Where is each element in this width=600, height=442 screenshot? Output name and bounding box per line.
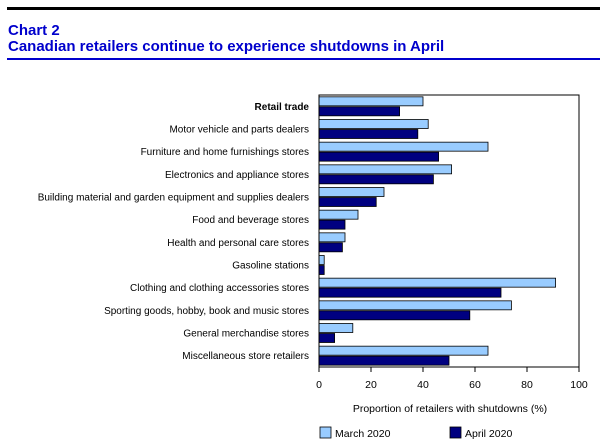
chart-number: Chart 2 — [8, 22, 60, 39]
bar-april-2020 — [318, 265, 325, 275]
category-label: Electronics and appliance stores — [165, 170, 309, 181]
title-rule — [7, 58, 600, 60]
category-label: Building material and garden equipment a… — [38, 193, 309, 204]
category-label: Miscellaneous store retailers — [182, 351, 309, 362]
x-axis-title: Proportion of retailers with shutdowns (… — [353, 403, 547, 415]
legend-label-april-2020: April 2020 — [465, 428, 512, 440]
category-label: Retail trade — [255, 102, 310, 113]
x-tick-label: 60 — [469, 379, 481, 391]
bar-march-2020 — [318, 164, 453, 175]
bar-april-2020 — [318, 355, 450, 366]
bar-april-2020 — [318, 197, 377, 207]
top-rule — [7, 7, 600, 10]
bar-march-2020 — [318, 187, 385, 197]
bar-april-2020 — [318, 287, 502, 298]
bar-april-2020 — [318, 219, 346, 230]
bar-april-2020 — [318, 242, 343, 253]
bar-march-2020 — [318, 96, 424, 107]
x-axis-ticks: 0 20 40 60 80 100 — [316, 367, 588, 391]
bar-march-2020 — [318, 255, 325, 265]
category-label: General merchandise stores — [183, 329, 309, 340]
x-tick-label: 100 — [570, 379, 588, 391]
legend-swatch-march-2020 — [319, 426, 332, 439]
legend-swatch-april-2020 — [449, 426, 462, 439]
x-tick-label: 0 — [316, 379, 322, 391]
bar-march-2020 — [318, 277, 557, 288]
bar-march-2020 — [318, 209, 359, 220]
bar-march-2020 — [318, 232, 346, 243]
category-labels: Retail trade Motor vehicle and parts deal… — [38, 102, 310, 362]
bars — [318, 96, 557, 366]
bar-march-2020 — [318, 141, 489, 152]
bar-april-2020 — [318, 106, 400, 117]
legend: March 2020 April 2020 — [319, 426, 512, 440]
legend-label-march-2020: March 2020 — [335, 428, 391, 440]
bar-march-2020 — [318, 345, 489, 356]
category-label: Food and beverage stores — [192, 215, 309, 226]
bar-april-2020 — [318, 174, 434, 185]
category-label: Health and personal care stores — [167, 238, 309, 249]
bar-march-2020 — [318, 300, 512, 311]
x-tick-label: 40 — [417, 379, 429, 391]
plot-frame — [318, 94, 580, 368]
chart-title: Canadian retailers continue to experienc… — [8, 38, 445, 55]
category-label: Gasoline stations — [232, 261, 309, 272]
category-label: Clothing and clothing accessories stores — [130, 283, 309, 294]
bar-march-2020 — [318, 323, 354, 333]
category-label: Furniture and home furnishings stores — [141, 147, 309, 158]
bar-april-2020 — [318, 333, 336, 343]
bar-april-2020 — [318, 151, 439, 162]
bar-april-2020 — [318, 310, 471, 321]
category-label: Sporting goods, hobby, book and music st… — [104, 306, 309, 317]
category-label: Motor vehicle and parts dealers — [169, 125, 309, 136]
x-tick-label: 80 — [521, 379, 533, 391]
bar-april-2020 — [318, 129, 419, 139]
bar-march-2020 — [318, 119, 429, 129]
x-tick-label: 20 — [365, 379, 377, 391]
